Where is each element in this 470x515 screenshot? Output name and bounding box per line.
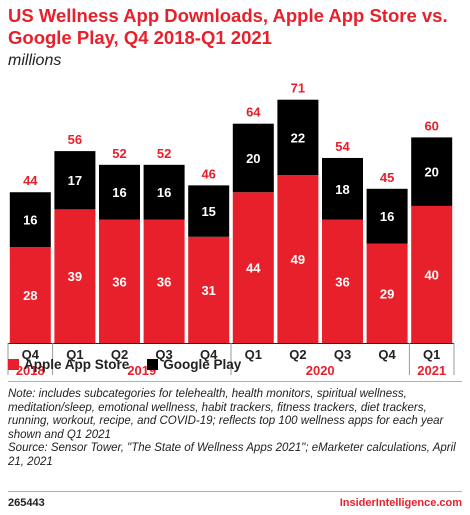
bar-google-0 [9,192,51,248]
legend-item-google: Google Play [147,357,241,372]
label-google-4: 15 [201,204,215,219]
legend-item-apple: Apple App Store [8,357,129,372]
label-total-6: 71 [291,81,305,96]
divider-footer [8,491,462,492]
note-text: Note: includes subcategories for telehea… [8,388,444,441]
legend-swatch-apple [8,359,19,370]
label-total-8: 45 [380,170,394,185]
tick-label-0: Q4 [22,347,40,362]
bar-apple-0 [9,247,51,343]
bar-apple-6 [277,175,319,343]
brand-link[interactable]: InsiderIntelligence.com [339,497,462,509]
chart-id: 265443 [8,497,45,509]
label-total-5: 64 [246,105,261,120]
label-apple-8: 29 [380,286,394,301]
divider-notes [8,381,462,382]
legend-swatch-google [147,359,159,370]
bar-apple-5 [232,192,274,343]
bar-google-7 [322,157,363,220]
label-apple-5: 44 [246,261,261,276]
label-total-9: 60 [424,118,438,133]
tick-label-6: Q2 [289,347,306,362]
label-apple-3: 36 [157,274,171,289]
label-google-8: 16 [380,209,394,224]
bar-google-1 [54,151,96,210]
tick-label-2: Q2 [111,347,128,362]
label-google-1: 17 [68,173,82,188]
bar-apple-4 [188,236,230,343]
bar-google-4 [188,185,230,237]
label-total-7: 54 [335,139,350,154]
tick-label-1: Q1 [66,347,83,362]
label-google-7: 18 [335,182,349,197]
year-label-3: 2021 [417,363,446,378]
bar-google-8 [366,188,408,244]
source-text: Source: Sensor Tower, "The State of Well… [8,442,456,468]
year-label-2: 2020 [306,363,335,378]
label-total-1: 56 [68,132,82,147]
bar-apple-7 [322,219,363,343]
bar-google-3 [143,164,185,220]
label-google-2: 16 [112,185,126,200]
label-apple-7: 36 [335,274,349,289]
label-total-2: 52 [112,146,126,161]
label-apple-1: 39 [68,269,82,284]
bar-apple-1 [54,209,96,343]
bar-google-5 [232,123,274,193]
chart-title: US Wellness App Downloads, Apple App Sto… [8,5,448,48]
bar-apple-3 [143,219,185,343]
footnotes: Note: includes subcategories for telehea… [8,388,464,470]
label-total-0: 44 [23,173,38,188]
label-google-5: 20 [246,151,260,166]
tick-label-4: Q4 [200,347,218,362]
tick-label-8: Q4 [378,347,396,362]
tick-label-7: Q3 [334,347,351,362]
label-apple-2: 36 [112,274,126,289]
bar-google-6 [277,99,319,176]
tick-label-5: Q1 [245,347,262,362]
bar-apple-9 [411,205,453,343]
label-apple-6: 49 [291,252,305,267]
legend-label-apple: Apple App Store [24,357,130,372]
tick-label-9: Q1 [423,347,440,362]
label-apple-9: 40 [424,267,438,282]
bar-google-2 [99,164,140,220]
stacked-bar-chart: 28 16 44 Q4 39 17 56 Q1 36 16 52 Q2 36 16 52 Q3 31 15 46 Q4… [7,81,455,378]
label-google-9: 20 [424,165,438,180]
label-apple-4: 31 [201,283,215,298]
label-google-6: 22 [291,130,305,145]
tick-label-3: Q3 [155,347,172,362]
bar-google-9 [411,137,453,206]
bar-apple-8 [366,243,408,343]
chart-subtitle: millions [8,52,62,69]
legend: Apple App Store Google Play [8,357,259,372]
label-total-4: 46 [201,166,215,181]
label-google-3: 16 [157,185,171,200]
label-google-0: 16 [23,213,37,228]
label-apple-0: 28 [23,288,37,303]
bar-apple-2 [99,219,140,343]
year-label-0: 2018 [16,363,45,378]
label-total-3: 52 [157,146,171,161]
legend-label-google: Google Play [163,357,242,372]
